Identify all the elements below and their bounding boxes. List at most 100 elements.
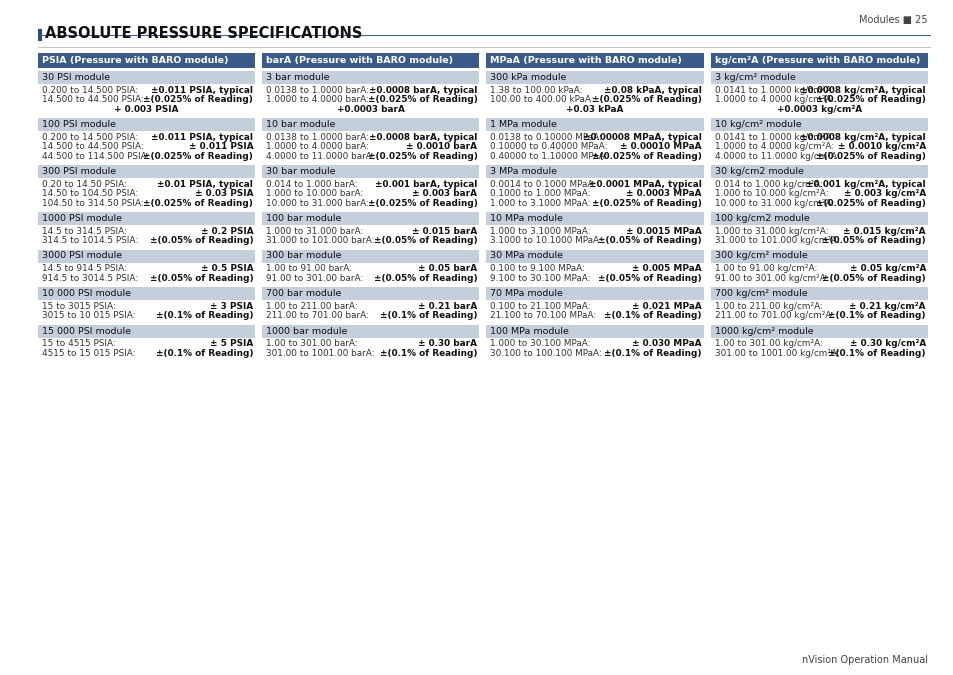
Text: ±(0.025% of Reading): ±(0.025% of Reading) xyxy=(367,198,477,208)
Text: 1.000 to 3.1000 MPaA:: 1.000 to 3.1000 MPaA: xyxy=(490,198,591,208)
Text: +0.0003 kg/cm²A: +0.0003 kg/cm²A xyxy=(776,105,861,114)
Text: 15 to 4515 PSIA:: 15 to 4515 PSIA: xyxy=(42,340,115,348)
Bar xyxy=(262,118,479,131)
Text: 1.00 to 211.00 kg/cm²A:: 1.00 to 211.00 kg/cm²A: xyxy=(714,302,821,311)
Bar xyxy=(486,287,703,300)
Text: 14.50 to 104.50 PSIA:: 14.50 to 104.50 PSIA: xyxy=(42,189,138,198)
Text: ±(0.025% of Reading): ±(0.025% of Reading) xyxy=(143,198,253,208)
Text: ±(0.1% of Reading): ±(0.1% of Reading) xyxy=(603,311,701,320)
Text: ±0.001 kg/cm²A, typical: ±0.001 kg/cm²A, typical xyxy=(805,180,925,189)
Bar xyxy=(710,212,927,225)
Text: 0.0141 to 1.0000 kg/cm²A:: 0.0141 to 1.0000 kg/cm²A: xyxy=(714,86,833,94)
Text: 300 bar module: 300 bar module xyxy=(266,252,341,261)
Text: 30.100 to 100.100 MPaA:: 30.100 to 100.100 MPaA: xyxy=(490,349,601,358)
Text: ±(0.05% of Reading): ±(0.05% of Reading) xyxy=(374,274,477,283)
Bar xyxy=(710,250,927,263)
Bar xyxy=(38,29,42,41)
Text: 30 kg/cm2 module: 30 kg/cm2 module xyxy=(714,167,802,176)
Bar xyxy=(710,71,927,84)
Text: 1.38 to 100.00 kPaA:: 1.38 to 100.00 kPaA: xyxy=(490,86,582,94)
Text: 10 MPa module: 10 MPa module xyxy=(490,214,563,223)
Text: 301.00 to 1001.00 kg/cm²A:: 301.00 to 1001.00 kg/cm²A: xyxy=(714,349,839,358)
Text: ± 0.015 kg/cm²A: ± 0.015 kg/cm²A xyxy=(842,227,925,236)
Text: 0.0138 to 1.0000 barA:: 0.0138 to 1.0000 barA: xyxy=(266,133,369,142)
Text: ABSOLUTE PRESSURE SPECIFICATIONS: ABSOLUTE PRESSURE SPECIFICATIONS xyxy=(45,26,362,40)
Text: 91.00 to 301.00 kg/cm²A:: 91.00 to 301.00 kg/cm²A: xyxy=(714,274,827,283)
Text: ± 0.03 PSIA: ± 0.03 PSIA xyxy=(194,189,253,198)
Text: 300 kg/cm² module: 300 kg/cm² module xyxy=(714,252,806,261)
Text: 70 MPa module: 70 MPa module xyxy=(490,289,563,298)
Text: 0.0138 to 0.10000 MPaA:: 0.0138 to 0.10000 MPaA: xyxy=(490,133,602,142)
Text: ±0.01 PSIA, typical: ±0.01 PSIA, typical xyxy=(157,180,253,189)
Text: kg/cm²A (Pressure with BARO module): kg/cm²A (Pressure with BARO module) xyxy=(714,56,919,65)
Text: ±(0.05% of Reading): ±(0.05% of Reading) xyxy=(150,236,253,245)
Text: 15 to 3015 PSIA:: 15 to 3015 PSIA: xyxy=(42,302,115,311)
Text: 1.00 to 211.00 barA:: 1.00 to 211.00 barA: xyxy=(266,302,357,311)
Text: 0.014 to 1.000 kg/cm²A:: 0.014 to 1.000 kg/cm²A: xyxy=(714,180,821,189)
Text: 1.00 to 91.00 kg/cm²A:: 1.00 to 91.00 kg/cm²A: xyxy=(714,264,817,273)
Bar xyxy=(262,325,479,338)
Text: 0.1000 to 1.000 MPaA:: 0.1000 to 1.000 MPaA: xyxy=(490,189,591,198)
Text: 1.000 to 10.000 kg/cm²A:: 1.000 to 10.000 kg/cm²A: xyxy=(714,189,827,198)
Bar xyxy=(486,212,703,225)
Text: 3 MPa module: 3 MPa module xyxy=(490,167,557,176)
Text: ± 0.0010 barA: ± 0.0010 barA xyxy=(406,142,477,151)
Bar xyxy=(486,250,703,263)
Text: ± 0.003 kg/cm²A: ± 0.003 kg/cm²A xyxy=(842,189,925,198)
Text: 30 MPa module: 30 MPa module xyxy=(490,252,563,261)
Text: 10.000 to 31.000 kg/cm²A:: 10.000 to 31.000 kg/cm²A: xyxy=(714,198,833,208)
Text: 4.0000 to 11.0000 kg/cm²A:: 4.0000 to 11.0000 kg/cm²A: xyxy=(714,152,839,161)
Bar xyxy=(38,287,255,300)
Text: 0.20 to 14.50 PSIA:: 0.20 to 14.50 PSIA: xyxy=(42,180,127,189)
Text: ±(0.025% of Reading): ±(0.025% of Reading) xyxy=(591,198,701,208)
Bar xyxy=(486,118,703,131)
Text: 0.100 to 9.100 MPaA:: 0.100 to 9.100 MPaA: xyxy=(490,264,585,273)
Text: 211.00 to 701.00 kg/cm²A:: 211.00 to 701.00 kg/cm²A: xyxy=(714,311,833,320)
Text: nVision Operation Manual: nVision Operation Manual xyxy=(801,655,927,665)
Text: 0.014 to 1.000 barA:: 0.014 to 1.000 barA: xyxy=(266,180,357,189)
Bar xyxy=(710,53,927,68)
Text: 1.0000 to 4.0000 kg/cm²A:: 1.0000 to 4.0000 kg/cm²A: xyxy=(714,95,833,104)
Text: +0.0003 barA: +0.0003 barA xyxy=(336,105,404,114)
Text: ± 0.021 MPaA: ± 0.021 MPaA xyxy=(631,302,701,311)
Text: ±0.011 PSIA, typical: ±0.011 PSIA, typical xyxy=(152,133,253,142)
Text: ±(0.05% of Reading): ±(0.05% of Reading) xyxy=(598,236,701,245)
Text: ± 0.030 MPaA: ± 0.030 MPaA xyxy=(632,340,701,348)
Text: 44.500 to 114.500 PSIA:: 44.500 to 114.500 PSIA: xyxy=(42,152,150,161)
Text: ±0.0008 barA, typical: ±0.0008 barA, typical xyxy=(369,133,477,142)
Text: 314.5 to 1014.5 PSIA:: 314.5 to 1014.5 PSIA: xyxy=(42,236,138,245)
Text: ± 0.21 kg/cm²A: ± 0.21 kg/cm²A xyxy=(848,302,925,311)
Text: 0.200 to 14.500 PSIA:: 0.200 to 14.500 PSIA: xyxy=(42,86,138,94)
Text: 0.0014 to 0.1000 MPaA:: 0.0014 to 0.1000 MPaA: xyxy=(490,180,597,189)
Text: ±0.011 PSIA, typical: ±0.011 PSIA, typical xyxy=(152,86,253,94)
Text: 10.000 to 31.000 barA:: 10.000 to 31.000 barA: xyxy=(266,198,369,208)
Text: 30 bar module: 30 bar module xyxy=(266,167,335,176)
Text: 3000 PSI module: 3000 PSI module xyxy=(42,252,122,261)
Bar xyxy=(38,118,255,131)
Text: ±(0.025% of Reading): ±(0.025% of Reading) xyxy=(591,95,701,104)
Text: 0.0138 to 1.0000 barA:: 0.0138 to 1.0000 barA: xyxy=(266,86,369,94)
Bar xyxy=(710,325,927,338)
Text: ± 0.0010 kg/cm²A: ± 0.0010 kg/cm²A xyxy=(837,142,925,151)
Text: 1.0000 to 4.0000 barA:: 1.0000 to 4.0000 barA: xyxy=(266,95,369,104)
Text: 0.10000 to 0.40000 MPaA:: 0.10000 to 0.40000 MPaA: xyxy=(490,142,607,151)
Text: +0.03 kPaA: +0.03 kPaA xyxy=(566,105,623,114)
Text: 14.500 to 44.500 PSIA:: 14.500 to 44.500 PSIA: xyxy=(42,95,144,104)
Bar xyxy=(486,165,703,178)
Text: ± 0.015 barA: ± 0.015 barA xyxy=(412,227,477,236)
Text: ± 0.30 kg/cm²A: ± 0.30 kg/cm²A xyxy=(849,340,925,348)
Text: 1.000 to 10.000 barA:: 1.000 to 10.000 barA: xyxy=(266,189,363,198)
Text: 14.500 to 44.500 PSIA:: 14.500 to 44.500 PSIA: xyxy=(42,142,144,151)
Text: ± 0.0015 MPaA: ± 0.0015 MPaA xyxy=(625,227,701,236)
Text: barA (Pressure with BARO module): barA (Pressure with BARO module) xyxy=(266,56,453,65)
Text: 1.000 to 3.1000 MPaA:: 1.000 to 3.1000 MPaA: xyxy=(490,227,591,236)
Bar xyxy=(38,212,255,225)
Text: 30 PSI module: 30 PSI module xyxy=(42,73,110,82)
Text: ±(0.05% of Reading): ±(0.05% of Reading) xyxy=(821,236,925,245)
Text: 21.100 to 70.100 MPaA:: 21.100 to 70.100 MPaA: xyxy=(490,311,597,320)
Text: ±(0.1% of Reading): ±(0.1% of Reading) xyxy=(603,349,701,358)
Text: ±(0.1% of Reading): ±(0.1% of Reading) xyxy=(379,349,477,358)
Text: 3 bar module: 3 bar module xyxy=(266,73,330,82)
Text: ± 0.00010 MPaA: ± 0.00010 MPaA xyxy=(619,142,701,151)
Text: 10 000 PSI module: 10 000 PSI module xyxy=(42,289,131,298)
